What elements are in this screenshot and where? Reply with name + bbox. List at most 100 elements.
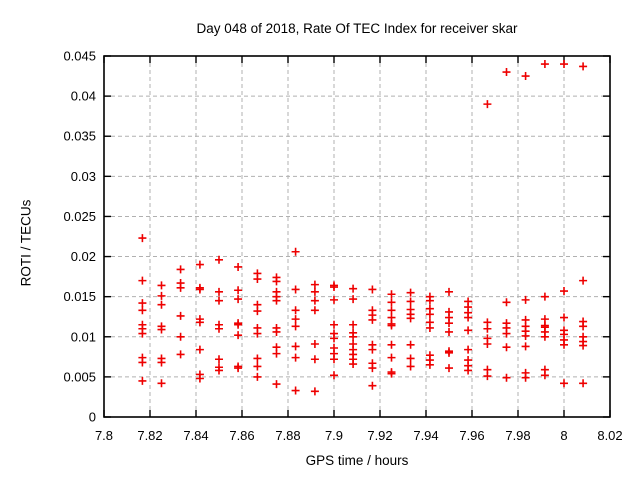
- data-point: [310, 339, 319, 348]
- data-point: [310, 287, 319, 296]
- x-tick-label: 7.86: [229, 428, 254, 443]
- data-point: [195, 345, 204, 354]
- data-point: [253, 329, 262, 338]
- data-point: [464, 313, 473, 322]
- data-point: [253, 307, 262, 316]
- data-point: [368, 315, 377, 324]
- data-point: [157, 300, 166, 309]
- y-tick-label: 0.03: [71, 169, 96, 184]
- data-point: [253, 372, 262, 381]
- data-point: [157, 325, 166, 334]
- data-point: [138, 376, 147, 385]
- data-point: [176, 350, 185, 359]
- data-point: [368, 364, 377, 373]
- x-tick-label: 7.92: [367, 428, 392, 443]
- data-point: [272, 327, 281, 336]
- data-point: [368, 285, 377, 294]
- data-point: [253, 362, 262, 371]
- data-point: [330, 371, 338, 380]
- data-point: [215, 296, 223, 305]
- data-point: [176, 332, 185, 341]
- data-point: [330, 295, 338, 304]
- y-tick-label: 0.04: [71, 89, 96, 104]
- data-point: [560, 60, 568, 69]
- x-tick-label: 7.82: [137, 428, 162, 443]
- data-point: [291, 386, 300, 395]
- data-point: [215, 366, 223, 375]
- data-point: [406, 288, 415, 297]
- x-tick-label: 8.02: [597, 428, 622, 443]
- data-point: [157, 358, 166, 367]
- data-point: [540, 332, 549, 341]
- data-point: [579, 322, 588, 331]
- data-point: [579, 341, 588, 350]
- data-point: [138, 306, 147, 315]
- data-point: [425, 310, 434, 319]
- data-point: [253, 275, 262, 284]
- plot-border: [103, 55, 611, 418]
- data-point: [157, 281, 166, 290]
- data-point: [502, 373, 511, 382]
- data-point: [560, 287, 568, 296]
- data-point: [195, 318, 204, 327]
- data-point: [387, 290, 396, 299]
- data-point: [349, 320, 358, 329]
- data-point: [406, 340, 415, 349]
- data-point: [349, 284, 358, 293]
- data-point: [425, 296, 434, 305]
- data-point: [406, 362, 415, 371]
- data-point: [138, 234, 147, 243]
- data-point: [521, 331, 530, 340]
- data-point: [445, 287, 453, 296]
- y-tick-label: 0.035: [63, 129, 96, 144]
- y-tick-label: 0.005: [63, 369, 96, 384]
- data-point: [310, 296, 319, 305]
- x-tick-label: 7.9: [325, 428, 343, 443]
- data-point: [349, 295, 358, 304]
- data-point: [215, 355, 223, 364]
- data-point: [464, 345, 473, 354]
- data-point: [521, 72, 530, 81]
- data-point: [291, 342, 300, 351]
- data-point: [560, 379, 568, 388]
- data-point: [215, 255, 223, 264]
- data-point: [445, 327, 453, 336]
- data-point: [310, 355, 319, 364]
- data-point: [291, 247, 300, 256]
- y-tick-label: 0.01: [71, 329, 96, 344]
- data-point: [483, 324, 492, 333]
- data-point: [521, 373, 530, 382]
- data-point: [425, 323, 434, 332]
- data-point: [310, 280, 319, 289]
- data-point: [253, 354, 262, 363]
- data-point: [330, 334, 338, 343]
- data-point: [291, 285, 300, 294]
- x-tick-label: 7.98: [505, 428, 530, 443]
- data-point: [138, 276, 147, 285]
- data-point: [330, 320, 338, 329]
- data-point: [138, 329, 147, 338]
- data-point: [291, 353, 300, 362]
- data-point: [291, 315, 300, 324]
- data-point: [330, 283, 338, 292]
- data-point: [540, 292, 549, 301]
- data-point: [540, 371, 549, 380]
- data-point: [138, 299, 147, 308]
- y-tick-label: 0.02: [71, 249, 96, 264]
- data-point: [310, 387, 319, 396]
- data-point: [291, 306, 300, 315]
- data-point: [445, 364, 453, 373]
- data-point: [234, 262, 243, 271]
- x-tick-label: 7.8: [95, 428, 113, 443]
- data-point: [521, 342, 530, 351]
- data-point: [368, 381, 377, 390]
- data-point: [234, 295, 243, 304]
- data-point: [387, 321, 396, 330]
- data-point: [483, 372, 492, 381]
- data-point: [502, 298, 511, 307]
- data-point: [464, 366, 473, 375]
- data-point: [272, 296, 281, 305]
- data-point: [291, 322, 300, 331]
- data-point: [272, 277, 281, 286]
- data-point: [502, 343, 511, 352]
